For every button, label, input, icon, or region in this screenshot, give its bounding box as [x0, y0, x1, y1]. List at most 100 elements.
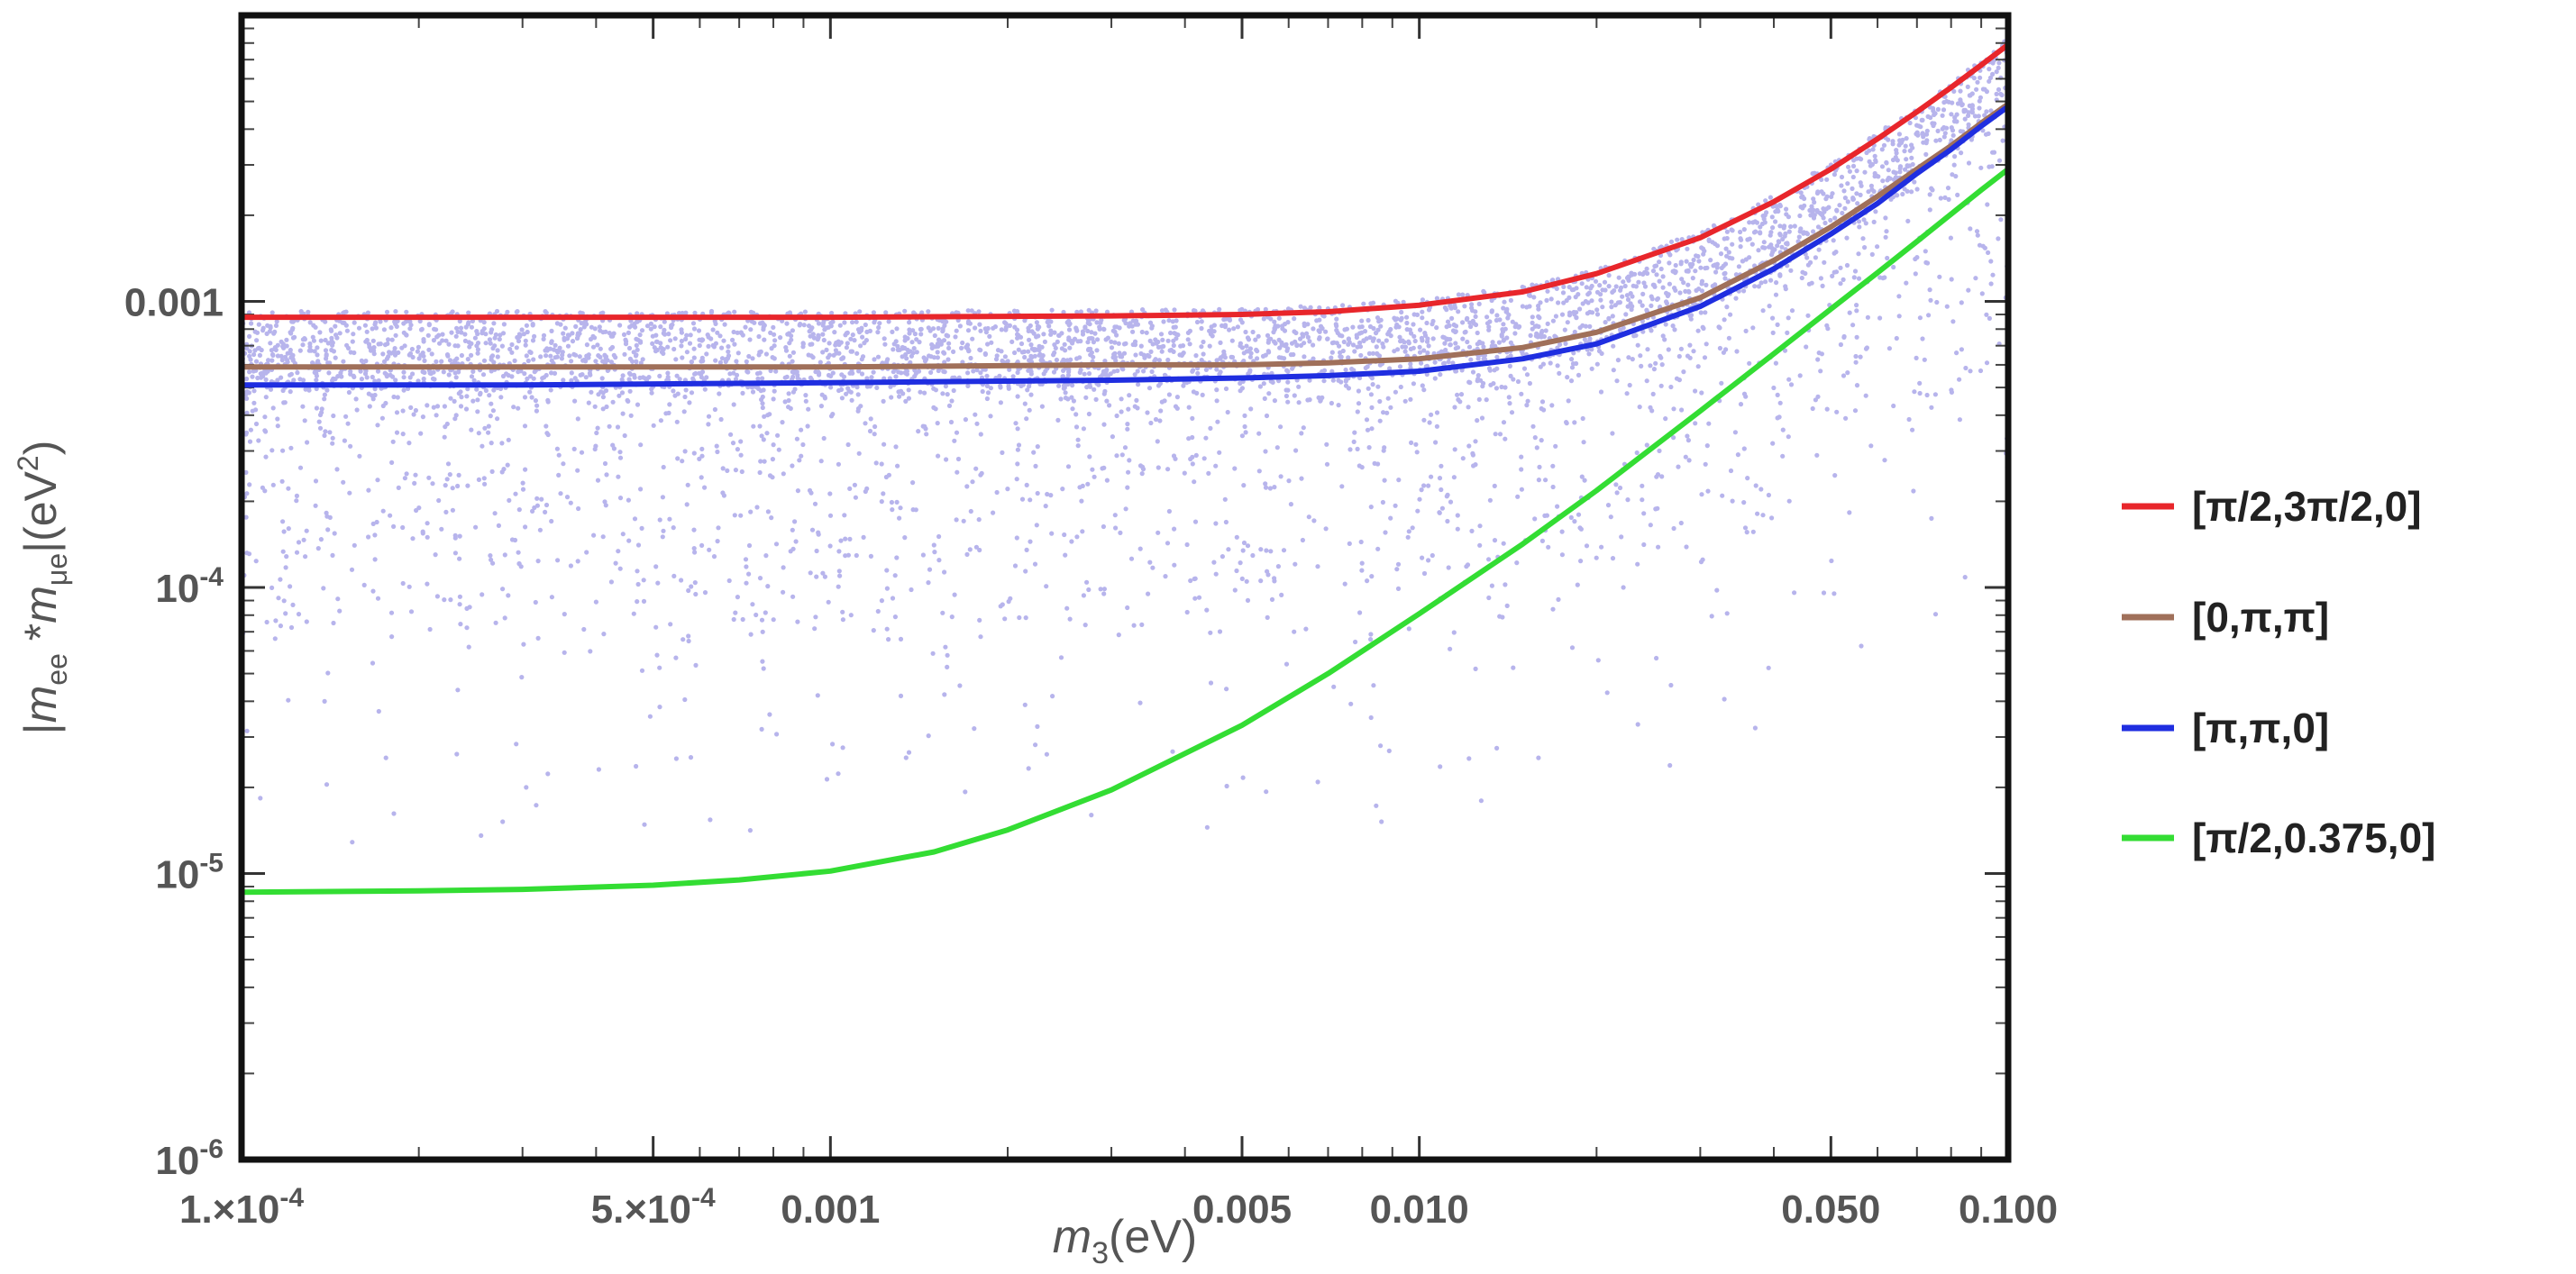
scatter-point — [1424, 371, 1430, 378]
scatter-point — [876, 324, 882, 331]
scatter-point — [1608, 514, 1613, 520]
scatter-point — [1656, 544, 1661, 550]
scatter-point — [427, 370, 433, 376]
scatter-point — [1924, 138, 1930, 143]
scatter-point — [686, 587, 691, 594]
scatter-point — [1347, 541, 1352, 547]
scatter-point — [762, 337, 767, 342]
scatter-point — [578, 310, 583, 315]
scatter-point — [957, 323, 963, 329]
scatter-point — [1996, 60, 2002, 66]
scatter-point — [1317, 336, 1322, 341]
scatter-point — [1774, 280, 1779, 286]
scatter-point — [1576, 372, 1582, 378]
scatter-point — [264, 619, 269, 625]
scatter-point — [1448, 499, 1454, 505]
scatter-point — [1850, 174, 1856, 180]
scatter-point — [1035, 323, 1041, 329]
scatter-point — [1015, 335, 1020, 341]
scatter-point — [406, 584, 412, 589]
scatter-point — [1857, 156, 1862, 161]
scatter-point — [1293, 561, 1298, 567]
scatter-point — [966, 349, 972, 354]
scatter-point — [1475, 341, 1480, 347]
scatter-point — [1929, 515, 1934, 522]
scatter-point — [1792, 223, 1797, 229]
scatter-point — [822, 396, 828, 401]
scatter-point — [1188, 578, 1193, 584]
scatter-point — [1642, 284, 1649, 289]
scatter-point — [1773, 219, 1778, 224]
scatter-point — [362, 323, 368, 328]
scatter-point — [598, 346, 603, 351]
scatter-point — [1486, 366, 1493, 371]
scatter-point — [317, 330, 323, 335]
scatter-point — [251, 369, 256, 374]
scatter-point — [1990, 272, 1996, 278]
scatter-point — [1022, 354, 1028, 360]
scatter-point — [1048, 332, 1054, 337]
scatter-point — [974, 368, 980, 373]
scatter-point — [1430, 336, 1436, 341]
scatter-point — [1293, 339, 1298, 344]
scatter-point — [807, 329, 812, 334]
scatter-point — [822, 574, 828, 579]
scatter-point — [1990, 71, 1996, 77]
scatter-point — [284, 337, 289, 342]
scatter-point — [1519, 487, 1524, 492]
scatter-point — [685, 482, 690, 487]
scatter-point — [832, 330, 837, 335]
scatter-point — [513, 491, 518, 496]
scatter-point — [765, 413, 771, 418]
scatter-point — [894, 555, 900, 560]
scatter-point — [620, 532, 626, 537]
scatter-point — [965, 370, 971, 376]
scatter-point — [1813, 255, 1818, 260]
scatter-point — [1576, 292, 1581, 297]
scatter-point — [270, 482, 276, 487]
scatter-point — [1565, 320, 1570, 325]
scatter-point — [668, 622, 673, 627]
scatter-point — [279, 375, 284, 380]
scatter-point — [313, 503, 318, 508]
scatter-point — [974, 421, 980, 426]
scatter-point — [445, 461, 452, 467]
scatter-point — [588, 649, 593, 654]
scatter-point — [628, 413, 634, 418]
scatter-point — [1597, 283, 1603, 288]
scatter-point — [1785, 330, 1790, 335]
scatter-point — [1724, 611, 1730, 616]
scatter-point — [654, 652, 660, 658]
scatter-point — [600, 359, 606, 364]
scatter-point — [1121, 350, 1128, 356]
scatter-point — [617, 496, 624, 501]
scatter-point — [252, 329, 258, 334]
scatter-point — [1148, 349, 1154, 354]
scatter-point — [1138, 343, 1144, 349]
scatter-point — [527, 389, 533, 395]
scatter-point — [1859, 183, 1864, 188]
scatter-point — [1437, 476, 1443, 481]
scatter-point — [1671, 406, 1676, 412]
scatter-point — [1429, 412, 1434, 417]
scatter-point — [1679, 407, 1685, 413]
scatter-point — [754, 612, 759, 618]
scatter-point — [1600, 305, 1605, 310]
scatter-point — [1479, 415, 1485, 421]
scatter-point — [1126, 469, 1131, 475]
scatter-point — [616, 549, 621, 554]
scatter-point — [1937, 274, 1942, 279]
scatter-point — [805, 423, 810, 429]
scatter-point — [446, 372, 452, 378]
scatter-point — [1891, 177, 1896, 182]
scatter-point — [1556, 596, 1561, 603]
scatter-point — [648, 326, 653, 332]
scatter-point — [671, 525, 676, 531]
scatter-point — [1919, 117, 1924, 123]
scatter-point — [269, 358, 275, 363]
scatter-point — [1730, 228, 1735, 233]
scatter-point — [680, 355, 685, 360]
scatter-point — [1657, 448, 1662, 453]
scatter-point — [1119, 452, 1125, 458]
scatter-point — [626, 377, 632, 382]
